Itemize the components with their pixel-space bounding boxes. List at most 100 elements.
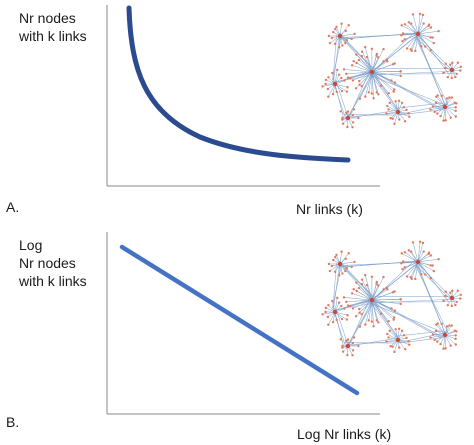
network-spoke <box>358 59 373 73</box>
network-hub-node <box>345 343 351 349</box>
network-spoke <box>444 106 456 117</box>
network-node <box>429 108 432 111</box>
network-node <box>455 102 458 105</box>
network-node <box>333 42 337 45</box>
network-node <box>346 338 350 341</box>
network-node <box>432 269 435 273</box>
network-node <box>422 250 425 253</box>
network-edge <box>332 260 341 312</box>
network-spoke <box>444 334 446 349</box>
network-node <box>433 338 436 342</box>
network-node <box>367 91 370 94</box>
network-node <box>347 252 350 255</box>
network-node <box>393 309 397 312</box>
network-node <box>421 241 425 245</box>
network-node <box>328 269 332 273</box>
network-spoke <box>401 25 419 35</box>
network-spoke <box>417 27 432 35</box>
network-node <box>393 316 396 319</box>
network-node <box>444 66 447 70</box>
network-spoke <box>401 253 419 263</box>
network-node <box>393 350 396 354</box>
network-node <box>431 264 434 267</box>
network-node <box>327 34 331 38</box>
network-node <box>449 291 452 294</box>
network-node <box>343 307 346 310</box>
network-node <box>444 347 447 350</box>
network-node <box>434 101 438 104</box>
network-spoke <box>404 24 419 35</box>
network-spoke <box>365 71 373 97</box>
network-spoke <box>444 106 446 121</box>
network-node <box>357 116 360 120</box>
network-node <box>344 269 347 273</box>
network-spoke <box>371 299 395 318</box>
network-edge <box>372 67 451 70</box>
network-spoke <box>411 261 419 280</box>
network-node <box>340 250 343 253</box>
network-node <box>414 49 417 53</box>
network-graphic-a <box>321 12 462 129</box>
network-node <box>391 345 394 348</box>
network-spoke <box>355 71 373 89</box>
network-node <box>358 97 362 100</box>
network-spoke <box>371 299 374 327</box>
network-node <box>448 96 451 99</box>
panel-a-ylabel-line2: with k links <box>19 28 87 44</box>
network-node <box>403 251 407 254</box>
network-node <box>448 324 451 327</box>
network-spoke <box>365 299 373 325</box>
network-node <box>331 320 335 324</box>
network-node <box>336 296 339 300</box>
network-node <box>403 348 407 351</box>
network-node <box>335 90 338 94</box>
network-edge <box>370 70 442 111</box>
network-node <box>387 320 390 323</box>
network-spoke <box>343 297 373 301</box>
network-node <box>351 79 355 82</box>
network-node <box>341 44 344 47</box>
network-node <box>328 41 332 45</box>
network-edge <box>332 33 343 81</box>
network-edge <box>414 36 449 106</box>
panel-a-decay-curve <box>126 5 351 163</box>
network-node <box>429 336 432 339</box>
network-node <box>397 327 401 331</box>
network-spoke <box>437 95 446 108</box>
network-spoke <box>356 282 373 301</box>
network-spoke <box>355 299 373 317</box>
network-hub-node <box>332 309 338 315</box>
network-node <box>327 262 331 266</box>
network-node <box>350 265 353 269</box>
network-node <box>350 292 354 295</box>
network-spoke <box>371 71 395 90</box>
network-node <box>342 296 346 299</box>
network-node <box>422 22 425 25</box>
network-node <box>388 329 391 333</box>
network-node <box>382 275 385 279</box>
network-spoke <box>371 59 387 73</box>
panel-b-ylabel-line2: Nr nodes <box>19 255 76 271</box>
network-node <box>346 86 349 89</box>
network-node <box>387 336 390 339</box>
network-hub-node <box>332 81 338 87</box>
network-node <box>437 257 440 261</box>
network-spoke <box>401 261 419 264</box>
network-node <box>410 250 413 253</box>
network-spoke <box>417 13 421 35</box>
network-spoke <box>444 334 456 345</box>
network-node <box>389 116 392 120</box>
network-spoke <box>371 71 374 99</box>
network-spoke <box>371 287 387 301</box>
network-hub-node <box>415 31 421 37</box>
network-node <box>360 50 364 53</box>
network-node <box>429 264 432 267</box>
network-node <box>324 306 328 310</box>
network-node <box>408 343 411 346</box>
network-spoke <box>443 106 446 121</box>
network-spoke <box>343 69 373 73</box>
network-spoke <box>359 71 373 99</box>
network-spoke <box>339 253 349 265</box>
network-spoke <box>417 242 424 263</box>
